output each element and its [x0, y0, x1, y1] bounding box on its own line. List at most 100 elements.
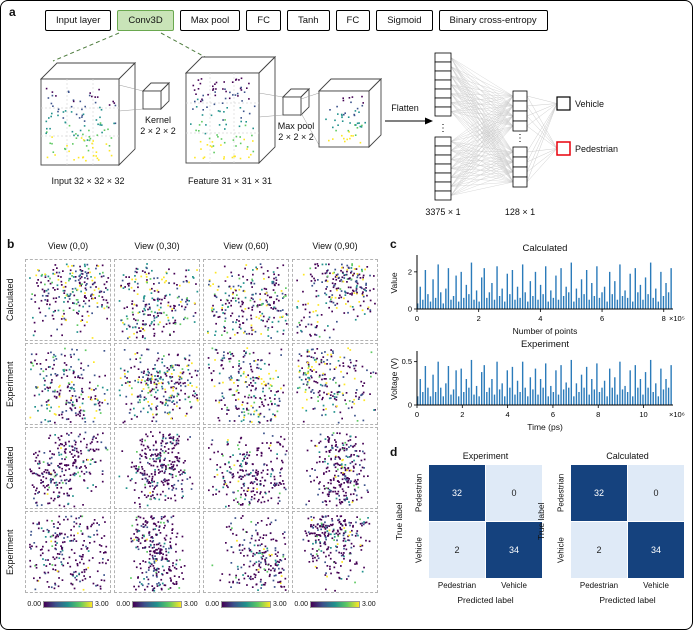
chart-exponent: ×10⁵	[669, 314, 685, 323]
pointcloud-cell	[292, 511, 378, 593]
colorbar-group-2: 0.00 3.00	[203, 601, 289, 608]
output-pedestrian-label: Pedestrian	[575, 144, 618, 154]
flatten-arrowhead	[425, 117, 433, 125]
pointcloud-cell	[292, 343, 378, 425]
pointcloud-cell	[292, 427, 378, 509]
cm-title: Calculated	[606, 451, 649, 461]
panel-d-label: d	[390, 445, 398, 459]
kernel-cube	[141, 81, 171, 111]
output-vehicle-label: Vehicle	[575, 99, 604, 109]
hidden-dim: 128 × 1	[505, 207, 535, 217]
pointcloud-cell	[292, 259, 378, 341]
small-cube-points	[325, 95, 366, 144]
pointcloud-cell	[25, 259, 111, 341]
cm-cell: 34	[486, 522, 542, 578]
pointcloud-cell	[203, 511, 289, 593]
colorbar	[310, 601, 360, 608]
cm-xlabel: Predicted label	[599, 595, 656, 605]
conv-dash-left	[52, 32, 120, 62]
cm-ylabel: True label	[394, 502, 404, 541]
pointcloud-cell	[114, 259, 200, 341]
flatten-ellipsis: ⋮	[438, 123, 448, 134]
cm-ylabel: True label	[536, 502, 546, 541]
hidden-vector	[512, 90, 528, 188]
svg-text:4: 4	[506, 410, 510, 419]
panel-b: b View (0,0) View (0,30) View (0,60) Vie…	[1, 237, 389, 629]
svg-text:0.5: 0.5	[402, 357, 412, 366]
pipeline: Input layer Conv3D Max pool FC Tanh FC S…	[45, 10, 548, 31]
hidden-ellipsis: ⋮	[515, 133, 525, 144]
colorbar	[221, 601, 271, 608]
cm-row-pedestrian: Pedestrian	[414, 473, 424, 513]
cm-cell: 0	[628, 465, 684, 521]
input-cube	[39, 61, 137, 167]
pointcloud-cell	[203, 343, 289, 425]
view-header-1: View (0,30)	[134, 241, 180, 251]
pointcloud-cell	[25, 343, 111, 425]
svg-text:2: 2	[408, 267, 412, 276]
chart-plot-1: 0 2 4 6 8 10 0 0.5	[402, 357, 672, 419]
flatten-label: Flatten	[391, 103, 419, 113]
feature-cube-points	[190, 77, 256, 160]
kernel-caption-1: Kernel	[145, 115, 171, 125]
network-lines	[450, 57, 558, 196]
cm-xlabel: Predicted label	[457, 595, 514, 605]
colorbar-group-3: 0.00 3.00	[292, 601, 378, 608]
pointcloud-cell	[114, 511, 200, 593]
flatten-vector	[434, 52, 452, 201]
pipeline-step-sigmoid: Sigmoid	[376, 10, 433, 31]
panel-b-label: b	[7, 237, 15, 251]
chart-ylabel: Value	[389, 272, 399, 293]
svg-text:0: 0	[415, 314, 419, 323]
cm-cell: 34	[628, 522, 684, 578]
cm-cell: 32	[571, 465, 627, 521]
pointcloud-cell	[114, 427, 200, 509]
colorbar-max: 3.00	[95, 601, 109, 608]
svg-text:10: 10	[639, 410, 647, 419]
row-label-calculated-1: Calculated	[5, 278, 15, 322]
chart-plot-0: 0 2 4 6 8 0 2	[408, 262, 672, 323]
input-caption: Input 32 × 32 × 32	[51, 176, 124, 186]
pipeline-step-fc1: FC	[246, 10, 281, 31]
colorbar-min: 0.00	[205, 601, 219, 608]
cm-cell: 0	[486, 465, 542, 521]
colorbar-min: 0.00	[294, 601, 308, 608]
svg-text:8: 8	[596, 410, 600, 419]
svg-text:4: 4	[538, 314, 542, 323]
svg-text:0: 0	[408, 401, 412, 410]
cm-col-pedestrian: Pedestrian	[437, 581, 477, 590]
colorbar-group-1: 0.00 3.00	[114, 601, 200, 608]
svg-text:8: 8	[662, 314, 666, 323]
cm-cell: 2	[429, 522, 485, 578]
colorbar-max: 3.00	[184, 601, 198, 608]
maxpool-cube	[281, 87, 311, 117]
feature-caption: Feature 31 × 31 × 31	[188, 176, 272, 186]
maxpool-caption-1: Max pool	[278, 121, 315, 131]
chart-xlabel: Time (ps)	[527, 422, 563, 432]
chart-calculated: Calculated Value 0 2 4 6 8 0 2 ×10⁵ Number of …	[389, 243, 685, 336]
pipeline-step-max-pool: Max pool	[179, 10, 241, 31]
pointcloud-cell	[25, 427, 111, 509]
svg-text:0: 0	[408, 305, 412, 314]
pointcloud-cell	[25, 511, 111, 593]
svg-text:2: 2	[460, 410, 464, 419]
svg-text:6: 6	[551, 410, 555, 419]
pipeline-step-bce: Binary cross-entropy	[438, 10, 548, 31]
view-header-0: View (0,0)	[47, 241, 89, 251]
cm-col-vehicle: Vehicle	[643, 581, 669, 590]
maxpool-caption-2: 2 × 2 × 2	[278, 132, 314, 142]
cm-row-vehicle: Vehicle	[556, 537, 566, 563]
panel-c-label: c	[390, 237, 397, 251]
cm-cells: 32 0 2 34	[429, 465, 542, 578]
kernel-caption-2: 2 × 2 × 2	[140, 126, 176, 136]
chart-exponent: ×10⁶	[669, 410, 685, 419]
view-header-2: View (0,60)	[223, 241, 269, 251]
chart-xlabel: Number of points	[513, 326, 578, 336]
chart-title: Calculated	[523, 243, 568, 254]
colorbar-min: 0.00	[27, 601, 41, 608]
svg-text:6: 6	[600, 314, 604, 323]
cm-cells: 32 0 2 34	[571, 465, 684, 578]
feature-cube	[184, 55, 277, 165]
architecture-diagram: Input 32 × 32 × 32 Kernel 2 × 2 × 2 Feat…	[39, 32, 618, 217]
